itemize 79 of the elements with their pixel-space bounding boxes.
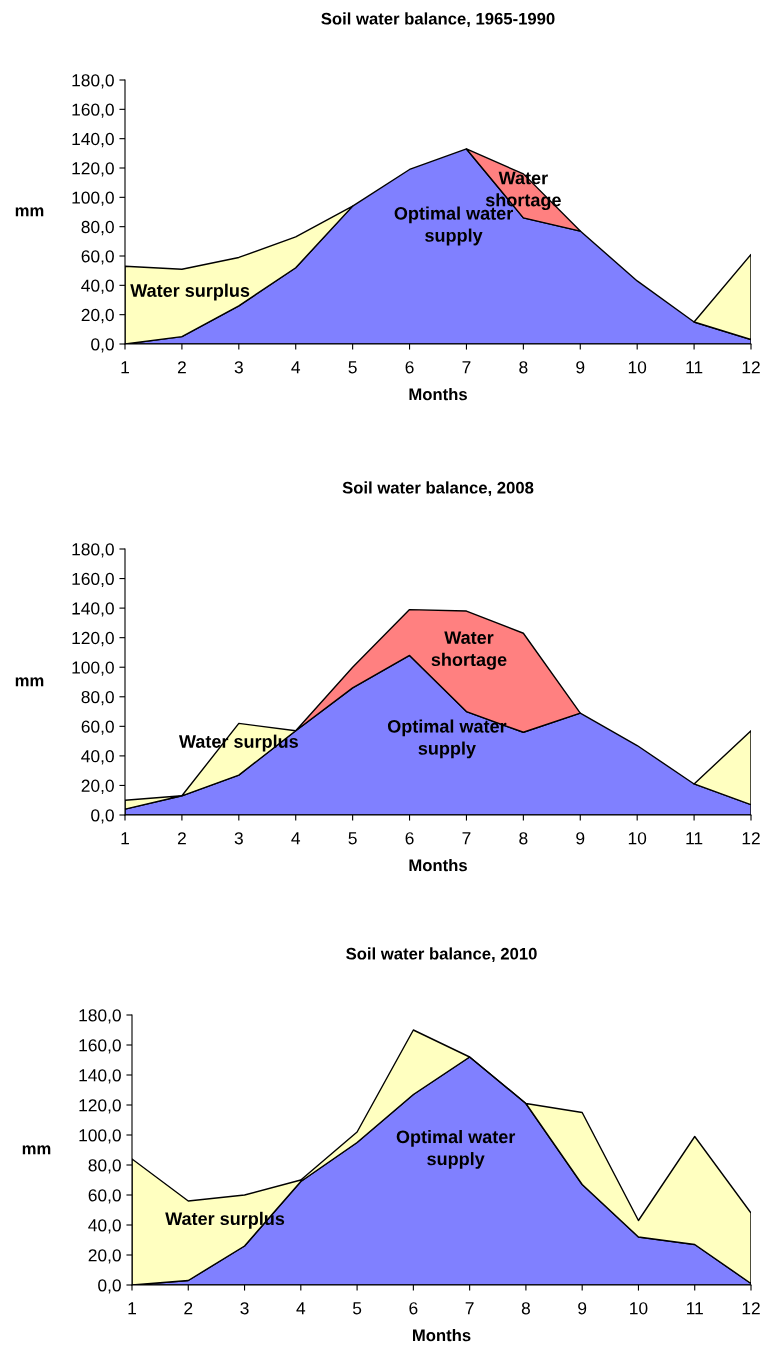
y-tick-label: 180,0 xyxy=(72,543,114,558)
x-axis-title: Months xyxy=(412,1328,471,1342)
x-tick-label: 5 xyxy=(352,1302,362,1315)
x-tick-label: 11 xyxy=(686,361,703,374)
x-tick-label: 8 xyxy=(519,832,528,845)
y-axis-title: mm xyxy=(22,1145,51,1155)
y-tick-label: 100,0 xyxy=(72,661,114,676)
y-tick-label: 120,0 xyxy=(72,631,114,647)
series-label: Optimal water supply xyxy=(387,719,507,759)
x-tick-label: 9 xyxy=(576,361,585,374)
x-tick-label: 4 xyxy=(296,1302,306,1315)
x-tick-label: 3 xyxy=(234,832,243,845)
x-tick-label: 5 xyxy=(348,361,357,374)
chart-title: Soil water balance, 2010 xyxy=(346,947,537,963)
y-tick-label: 80,0 xyxy=(81,220,114,236)
x-tick-label: 7 xyxy=(465,1302,474,1315)
x-axis-title: Months xyxy=(409,858,467,872)
x-tick-label: 3 xyxy=(240,1302,249,1315)
x-tick-label: 2 xyxy=(177,361,186,374)
x-axis-title: Months xyxy=(409,387,467,401)
y-tick-label: 140,0 xyxy=(72,132,114,148)
series-label: Optimal water supply xyxy=(396,1129,516,1169)
x-tick-label: 11 xyxy=(686,832,703,845)
x-tick-label: 1 xyxy=(128,1302,136,1315)
y-axis-title: mm xyxy=(15,677,44,687)
y-tick-label: 20,0 xyxy=(81,779,114,794)
x-tick-label: 10 xyxy=(628,832,647,845)
x-tick-label: 8 xyxy=(521,1302,530,1315)
x-tick-label: 3 xyxy=(234,361,243,374)
x-tick-label: 6 xyxy=(409,1302,418,1315)
y-tick-label: 80,0 xyxy=(81,690,114,706)
x-tick-label: 2 xyxy=(184,1302,193,1315)
y-tick-label: 140,0 xyxy=(72,602,114,617)
x-tick-label: 10 xyxy=(630,1302,648,1315)
x-tick-label: 12 xyxy=(742,1302,760,1315)
x-tick-label: 5 xyxy=(348,832,357,845)
chart-title: Soil water balance, 2008 xyxy=(342,481,534,497)
x-tick-label: 4 xyxy=(291,361,301,374)
x-tick-label: 8 xyxy=(519,361,528,374)
series-label: Water shortage xyxy=(431,631,507,670)
x-tick-label: 7 xyxy=(462,832,471,845)
y-tick-label: 160,0 xyxy=(79,1039,121,1054)
x-tick-label: 9 xyxy=(578,1302,587,1315)
x-tick-label: 1 xyxy=(121,361,129,374)
y-tick-label: 40,0 xyxy=(88,1219,121,1234)
x-tick-label: 7 xyxy=(462,361,471,374)
y-tick-label: 20,0 xyxy=(81,308,114,324)
y-tick-label: 120,0 xyxy=(72,162,114,177)
x-tick-label: 11 xyxy=(687,1302,703,1315)
y-tick-label: 160,0 xyxy=(72,103,114,118)
y-tick-label: 80,0 xyxy=(88,1159,121,1174)
x-tick-label: 1 xyxy=(121,832,129,845)
series-label: Water surplus xyxy=(130,283,250,301)
y-tick-label: 60,0 xyxy=(88,1189,121,1204)
y-tick-label: 20,0 xyxy=(88,1249,121,1264)
x-tick-label: 6 xyxy=(405,361,414,374)
y-tick-label: 160,0 xyxy=(72,572,114,588)
x-tick-label: 9 xyxy=(576,832,585,845)
x-tick-label: 12 xyxy=(742,361,760,374)
y-tick-label: 100,0 xyxy=(72,191,114,206)
y-tick-label: 60,0 xyxy=(81,250,114,265)
x-tick-label: 12 xyxy=(742,832,760,845)
y-tick-label: 40,0 xyxy=(81,279,114,294)
y-tick-label: 40,0 xyxy=(81,750,114,765)
y-tick-label: 180,0 xyxy=(72,74,114,89)
x-tick-label: 2 xyxy=(177,832,186,845)
y-tick-label: 140,0 xyxy=(79,1069,121,1084)
y-tick-label: 0,0 xyxy=(91,809,114,824)
chart-title: Soil water balance, 1965-1990 xyxy=(321,12,555,28)
y-tick-label: 100,0 xyxy=(79,1129,121,1144)
y-tick-label: 120,0 xyxy=(79,1099,121,1114)
y-tick-label: 0,0 xyxy=(98,1279,121,1294)
x-tick-label: 10 xyxy=(628,361,647,374)
x-tick-label: 6 xyxy=(405,832,414,845)
y-tick-label: 60,0 xyxy=(81,720,114,735)
y-tick-label: 0,0 xyxy=(91,338,114,353)
y-tick-label: 180,0 xyxy=(79,1009,121,1024)
y-axis-title: mm xyxy=(15,207,44,217)
x-tick-label: 4 xyxy=(291,832,301,845)
